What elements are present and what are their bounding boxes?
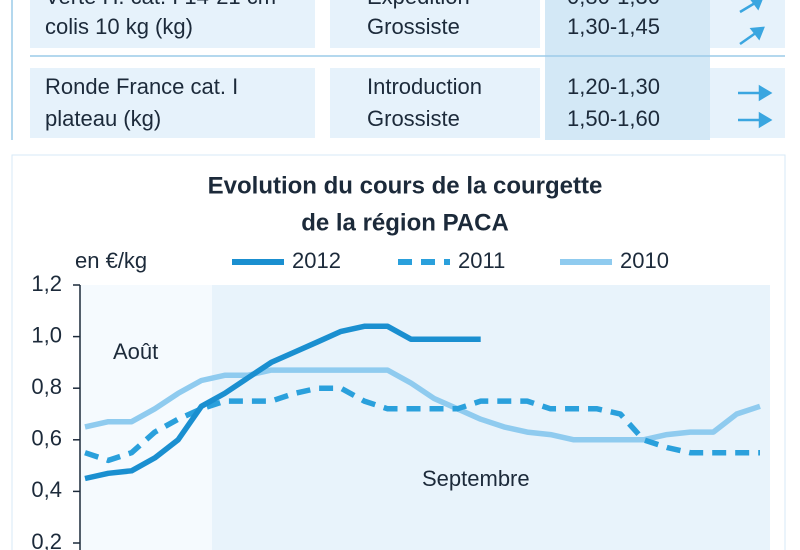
month-band xyxy=(80,285,212,550)
series-line xyxy=(84,323,481,482)
legend-label: 2011 xyxy=(458,248,505,273)
table-cell: plateau (kg) xyxy=(45,106,161,131)
y-tick-label: 0,2 xyxy=(31,529,62,550)
trend-arrows xyxy=(738,0,773,129)
table-cell: Grossiste xyxy=(367,14,460,39)
table-cell: Verte H. cat. I 14-21 cm xyxy=(45,0,276,9)
table-cell: 1,50-1,60 xyxy=(567,106,660,131)
table-cell: 1,30-1,45 xyxy=(567,14,660,39)
table-cell: Ronde France cat. I xyxy=(45,74,238,99)
legend-label: 2010 xyxy=(620,248,669,273)
legend-label: 2012 xyxy=(292,248,341,273)
table-cell: Expédition xyxy=(367,0,470,9)
cell-bg xyxy=(30,0,315,48)
table-cell: 0,80-1,30 xyxy=(567,0,660,9)
table-cell: Introduction xyxy=(367,74,482,99)
annotation: Août xyxy=(113,339,158,364)
cell-bg xyxy=(710,68,785,138)
y-tick-label: 0,8 xyxy=(31,374,62,399)
annotation: Septembre xyxy=(422,466,530,491)
chart-title: de la région PACA xyxy=(301,209,509,236)
table-cell: colis 10 kg (kg) xyxy=(45,14,193,39)
y-tick-label: 1,0 xyxy=(31,322,62,347)
y-tick-label: 0,4 xyxy=(31,477,62,502)
table-cell: Grossiste xyxy=(367,106,460,131)
y-tick-label: 0,6 xyxy=(31,426,62,451)
cell-bg xyxy=(330,68,540,138)
month-band xyxy=(212,285,770,550)
cell-bg xyxy=(30,68,315,138)
y-tick-label: 1,2 xyxy=(31,271,62,296)
chart-title: Evolution du cours de la courgette xyxy=(208,172,603,199)
y-axis-label: en €/kg xyxy=(75,248,147,273)
cell-bg xyxy=(330,0,540,48)
table-cell: 1,20-1,30 xyxy=(567,74,660,99)
cell-bg xyxy=(545,0,710,140)
